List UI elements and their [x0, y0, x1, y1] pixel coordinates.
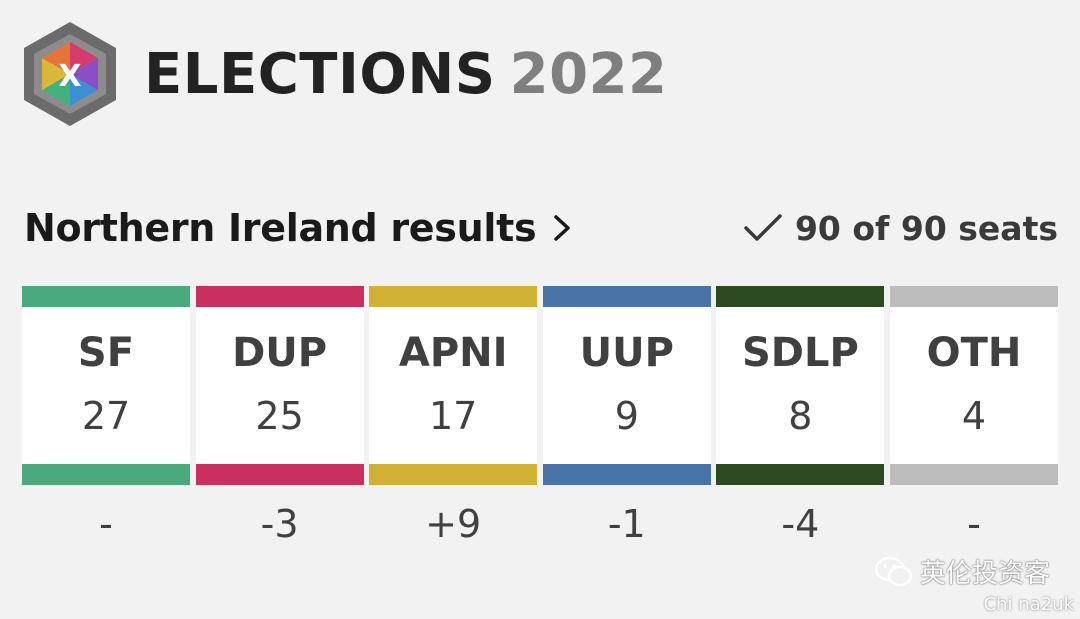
party-card: SDLP 8	[716, 286, 885, 485]
party-color-bar-bottom	[195, 464, 364, 485]
party-result-oth: OTH 4 -	[889, 286, 1058, 563]
party-name: OTH	[926, 330, 1022, 376]
wechat-icon	[874, 556, 913, 586]
party-seat-change: -	[99, 502, 113, 546]
party-color-bar-top	[889, 286, 1058, 307]
party-color-bar-bottom	[889, 464, 1058, 485]
watermark: 英伦投资客	[874, 553, 1050, 590]
party-color-bar-top	[22, 286, 190, 307]
party-color-bar-top	[716, 286, 885, 307]
party-color-bar-top	[369, 286, 538, 307]
party-result-sdlp: SDLP 8 -4	[716, 286, 885, 563]
party-color-bar-top	[542, 286, 711, 307]
seats-declared: 90 of 90 seats	[794, 208, 1058, 248]
party-name: UUP	[579, 330, 674, 376]
party-card: UUP 9	[542, 286, 711, 485]
party-result-uup: UUP 9 -1	[542, 286, 711, 563]
party-result-dup: DUP 25 -3	[195, 286, 364, 563]
seats-status: 90 of 90 seats	[743, 209, 1058, 248]
title-year: 2022	[509, 41, 668, 107]
party-card: APNI 17	[369, 286, 538, 485]
party-seats: 17	[429, 394, 478, 438]
page-title: ELECTIONS 2022	[144, 42, 668, 107]
party-seat-change: +9	[425, 502, 482, 546]
party-name: SDLP	[741, 330, 859, 376]
party-color-bar-bottom	[22, 464, 190, 485]
results-link[interactable]: Northern Ireland results	[24, 206, 574, 250]
party-seats: 27	[81, 394, 131, 438]
watermark-text: 英伦投资客	[919, 559, 1050, 589]
watermark-subtext: Chi na2uk	[983, 594, 1074, 615]
party-card: OTH 4	[889, 286, 1058, 485]
party-card: SF 27	[22, 286, 190, 485]
elections-header: X ELECTIONS 2022	[22, 20, 668, 128]
party-name: SF	[77, 330, 135, 376]
party-results: SF 27 - DUP 25 -3 APNI 17 +9	[22, 286, 1058, 563]
party-name: APNI	[398, 330, 508, 376]
party-color-bar-bottom	[369, 464, 538, 485]
party-name: DUP	[232, 330, 328, 376]
party-seats: 9	[614, 394, 639, 438]
results-heading-row: Northern Ireland results 90 of 90 seats	[24, 200, 1058, 256]
chevron-right-icon	[554, 215, 571, 241]
check-icon	[744, 214, 782, 241]
party-color-bar-top	[195, 286, 364, 307]
title-word: ELECTIONS	[144, 41, 496, 107]
party-seat-change: -1	[607, 502, 646, 546]
party-seat-change: -3	[260, 502, 299, 546]
party-card: DUP 25	[195, 286, 364, 485]
party-result-apni: APNI 17 +9	[369, 286, 538, 563]
party-seat-change: -4	[781, 502, 820, 546]
party-seats: 4	[961, 394, 987, 438]
party-seats: 8	[788, 394, 813, 438]
party-color-bar-bottom	[716, 464, 885, 485]
party-seats: 25	[255, 394, 304, 438]
party-result-sf: SF 27 -	[22, 286, 190, 563]
logo-letter: X	[58, 59, 81, 94]
bbc-elections-cube-icon: X	[24, 22, 116, 126]
party-seat-change: -	[967, 502, 981, 546]
results-title: Northern Ireland results	[24, 206, 537, 250]
party-color-bar-bottom	[542, 464, 711, 485]
